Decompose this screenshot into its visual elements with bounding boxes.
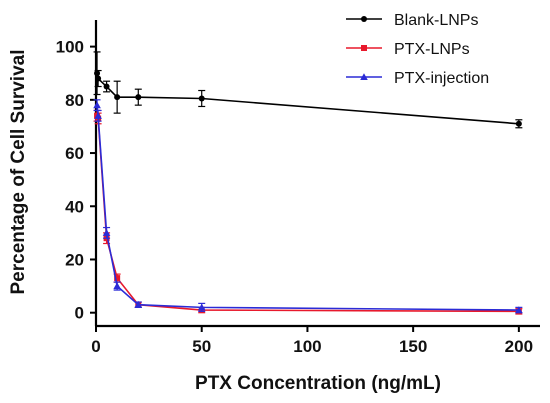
y-tick-label: 20 [65,250,84,269]
legend-item: Blank-LNPs [346,12,478,29]
y-tick-label: 100 [56,38,84,57]
legend-marker [361,16,367,22]
data-point [198,95,205,102]
series-layer [93,51,523,315]
legend-label: PTX-injection [394,70,489,87]
data-point [135,94,142,101]
legend-item: PTX-injection [346,70,489,87]
y-tick-label: 40 [65,197,84,216]
y-tick-label: 80 [65,91,84,110]
axes: 0 20 40 60 80 100 0 50 100 150 200 [56,20,540,356]
data-point [114,275,121,282]
series-line [96,105,519,311]
legend-item: PTX-LNPs [346,41,470,58]
x-tick-label: 200 [505,337,533,356]
data-point [114,94,121,101]
legend-label: PTX-LNPs [394,41,470,58]
data-point [134,300,143,308]
x-tick-label: 100 [293,337,321,356]
series-ptx-lnps [93,109,523,315]
x-tick-label: 50 [192,337,211,356]
data-point [94,111,102,119]
y-tick-label: 0 [75,304,84,323]
x-tick-label: 0 [91,337,100,356]
data-point [515,306,523,314]
y-axis-title: Percentage of Cell Survival [8,50,29,295]
series-blank-lnps [93,51,523,129]
data-point [113,282,121,290]
data-point [95,75,102,82]
data-point [103,83,110,90]
legend-marker [361,45,367,51]
x-tick-label: 150 [399,337,427,356]
data-point [197,303,206,311]
y-tick-label: 60 [65,144,84,163]
x-axis-title: PTX Concentration (ng/mL) [195,373,441,394]
legend-label: Blank-LNPs [394,12,478,29]
data-point [94,70,101,77]
series-ptx-injection [93,99,523,314]
series-line [96,115,519,313]
legend-marker [360,73,368,81]
legend: Blank-LNPs PTX-LNPs PTX-injection [346,12,489,87]
data-point [102,229,111,236]
data-point [515,120,522,127]
data-point [93,101,101,109]
